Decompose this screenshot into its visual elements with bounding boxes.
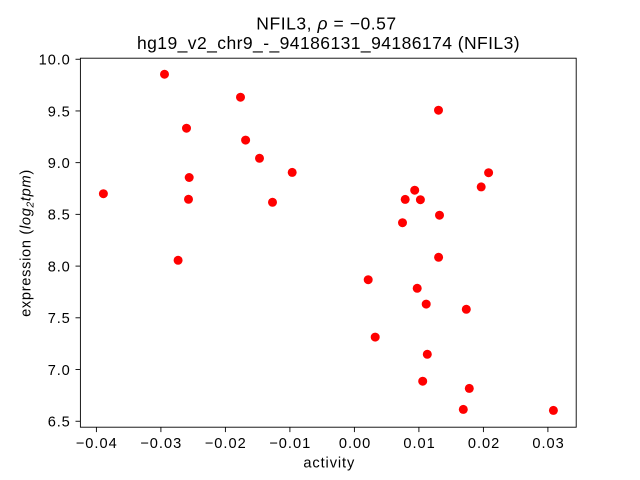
svg-text:NFIL3, ρ = −0.57: NFIL3, ρ = −0.57 (256, 13, 396, 33)
svg-text:8.5: 8.5 (48, 208, 71, 224)
svg-text:10.0: 10.0 (39, 53, 71, 69)
svg-text:−0.02: −0.02 (205, 436, 247, 452)
svg-text:0.02: 0.02 (468, 436, 500, 452)
svg-text:7.0: 7.0 (48, 363, 71, 379)
svg-text:expression (log2tpm): expression (log2tpm) (19, 169, 37, 317)
svg-text:9.0: 9.0 (48, 156, 71, 172)
svg-text:8.0: 8.0 (48, 260, 71, 276)
svg-text:−0.04: −0.04 (76, 436, 118, 452)
svg-text:9.5: 9.5 (48, 104, 71, 120)
svg-text:0.00: 0.00 (339, 436, 371, 452)
svg-text:−0.03: −0.03 (140, 436, 182, 452)
svg-text:hg19_v2_chr9_-_94186131_941861: hg19_v2_chr9_-_94186131_94186174 (NFIL3) (137, 33, 520, 54)
svg-text:6.5: 6.5 (48, 415, 71, 431)
svg-text:7.5: 7.5 (48, 311, 71, 327)
svg-text:0.03: 0.03 (532, 436, 564, 452)
svg-text:0.01: 0.01 (403, 436, 435, 452)
svg-text:−0.01: −0.01 (269, 436, 311, 452)
svg-text:activity: activity (303, 455, 355, 471)
